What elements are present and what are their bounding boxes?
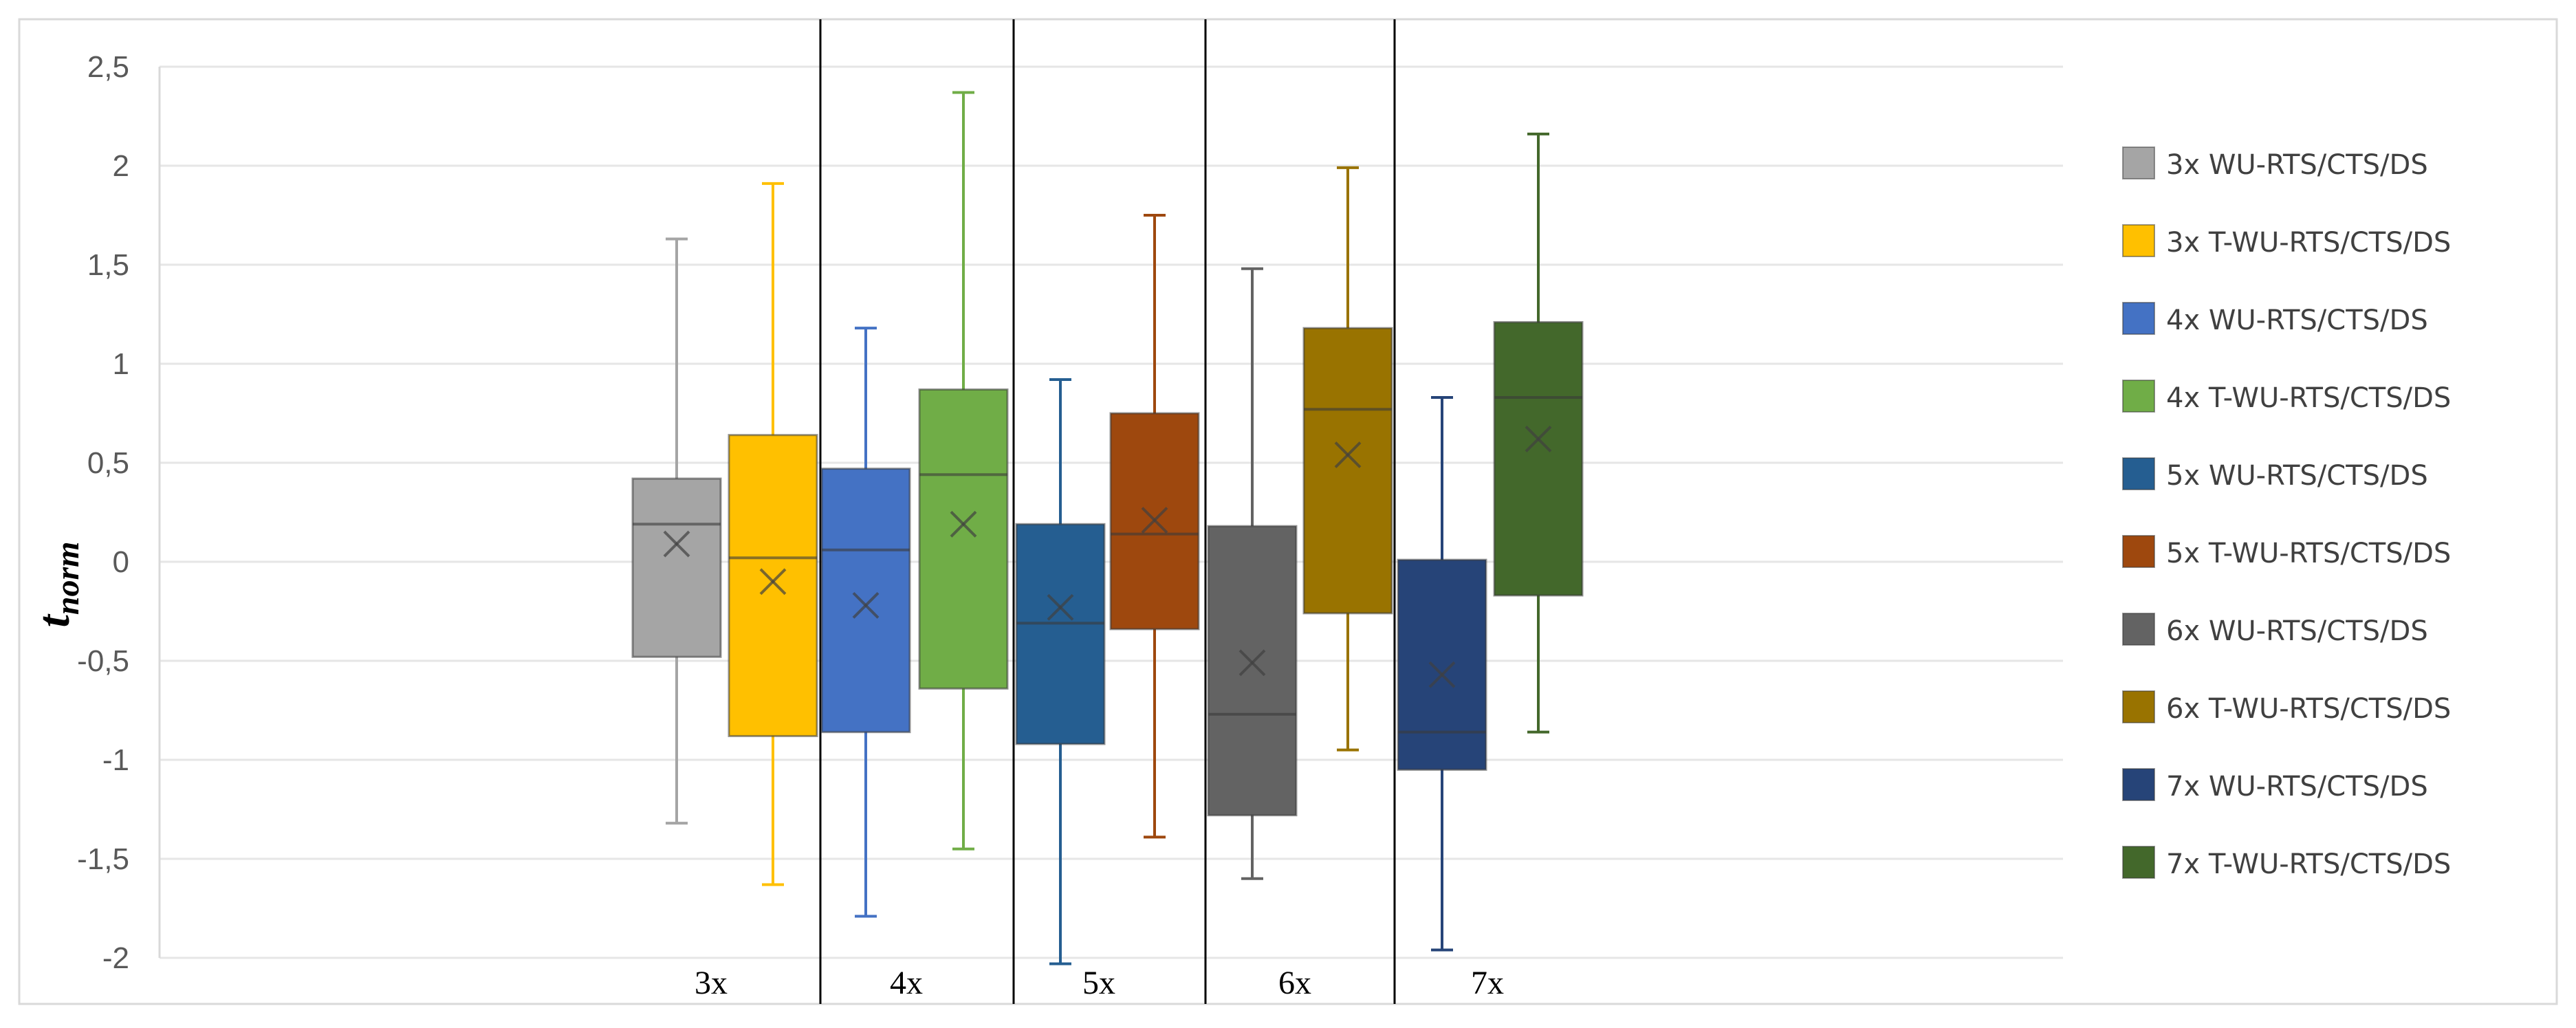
mean-marker-b [1141, 507, 1168, 534]
box-7x-wu-rts-cts-ds [1397, 395, 1487, 952]
y-tick-label: 0 [113, 545, 129, 579]
box-iqr [918, 388, 1009, 690]
legend-label: 5x T-WU-RTS/CTS/DS [2166, 538, 2451, 569]
y-tick-label: 1 [113, 347, 129, 381]
legend-label: 6x T-WU-RTS/CTS/DS [2166, 693, 2451, 725]
y-tick-label: -2 [102, 941, 129, 975]
box-iqr [1015, 523, 1106, 745]
box-iqr [820, 468, 911, 734]
y-axis-title-main: t [29, 614, 79, 628]
y-tick-label: -0,5 [77, 644, 129, 678]
box-iqr [1302, 327, 1393, 615]
group-label: 5x [1082, 965, 1115, 1001]
legend-swatch [2122, 302, 2155, 335]
box-iqr [728, 434, 818, 737]
legend-label: 6x WU-RTS/CTS/DS [2166, 615, 2428, 647]
mean-marker-b [1047, 593, 1074, 621]
y-tick-label: -1 [102, 743, 129, 777]
y-tick-label: 1,5 [87, 248, 129, 282]
legend-swatch [2122, 224, 2155, 257]
legend-swatch [2122, 146, 2155, 179]
legend-label: 7x T-WU-RTS/CTS/DS [2166, 849, 2451, 880]
mean-marker-b [1238, 649, 1266, 677]
legend-swatch [2122, 690, 2155, 723]
legend-label: 3x WU-RTS/CTS/DS [2166, 149, 2428, 181]
legend-swatch [2122, 380, 2155, 413]
group-label: 4x [890, 965, 923, 1001]
group-label: 7x [1471, 965, 1504, 1001]
mean-marker-b [950, 510, 977, 538]
box-4x-wu-rts-cts-ds [820, 327, 911, 918]
legend-label: 4x T-WU-RTS/CTS/DS [2166, 382, 2451, 414]
legend-swatch [2122, 613, 2155, 646]
y-tick-label: -1,5 [77, 842, 129, 876]
box-3x-t-wu-rts-cts-ds [728, 182, 818, 886]
y-axis-title: tnorm [29, 541, 86, 627]
box-iqr [631, 477, 722, 658]
mean-marker-b [759, 568, 787, 595]
box-6x-t-wu-rts-cts-ds [1302, 166, 1393, 752]
mean-marker-b [1334, 441, 1362, 468]
group-dividers [819, 19, 1396, 1004]
group-label: 6x [1278, 965, 1311, 1001]
chart-frame [18, 18, 2558, 1005]
mean-marker-b [852, 591, 880, 619]
box-iqr [1207, 525, 1298, 817]
gridlines [160, 65, 2063, 959]
y-tick-label: 0,5 [87, 446, 129, 480]
legend-swatch [2122, 846, 2155, 879]
legend-label: 5x WU-RTS/CTS/DS [2166, 460, 2428, 492]
box-6x-wu-rts-cts-ds [1207, 267, 1298, 880]
y-tick-label: 2 [113, 149, 129, 183]
legend-label: 3x T-WU-RTS/CTS/DS [2166, 227, 2451, 259]
box-5x-wu-rts-cts-ds [1015, 378, 1106, 965]
mean-marker-b [1428, 661, 1456, 688]
mean-marker-b [1525, 426, 1552, 452]
group-labels: 3x 4x 5x 6x 7x [695, 965, 1504, 1001]
box-5x-t-wu-rts-cts-ds [1109, 214, 1200, 839]
legend-label: 7x WU-RTS/CTS/DS [2166, 771, 2428, 802]
y-tick-label: 2,5 [87, 50, 129, 84]
box-7x-t-wu-rts-cts-ds [1493, 132, 1584, 734]
box-4x-t-wu-rts-cts-ds [918, 91, 1009, 851]
group-label: 3x [695, 965, 728, 1001]
legend-label: 4x WU-RTS/CTS/DS [2166, 305, 2428, 336]
y-axis-title-subscript: norm [50, 541, 86, 615]
box-series [631, 91, 1584, 965]
box-iqr [1493, 321, 1584, 597]
legend-swatch [2122, 768, 2155, 801]
box-iqr [1397, 558, 1487, 771]
legend: 3x WU-RTS/CTS/DS 3x T-WU-RTS/CTS/DS 4x WU-… [2122, 146, 2451, 880]
mean-marker-b [663, 530, 690, 558]
y-axis: 2,5 2 1,5 1 0,5 0 -0,5 -1 -1,5 -2 [77, 50, 161, 975]
legend-swatch [2122, 535, 2155, 568]
box-3x-wu-rts-cts-ds [631, 237, 722, 825]
legend-swatch [2122, 457, 2155, 490]
